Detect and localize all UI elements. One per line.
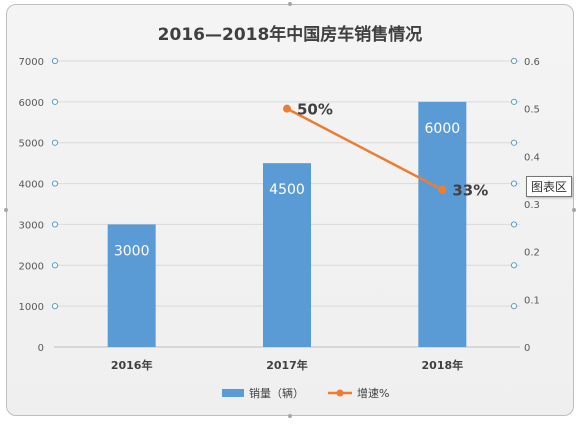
line-point xyxy=(283,104,291,113)
y2-tick-label: 0.5 xyxy=(524,105,540,116)
bar xyxy=(263,163,311,347)
y2-tick-label: 0.3 xyxy=(524,200,540,211)
chart-title: 2016—2018年中国房车销售情况 xyxy=(158,24,423,45)
x-tick-label: 2017年 xyxy=(266,358,308,372)
y-tick-label: 3000 xyxy=(19,220,44,231)
y-tick-label: 0 xyxy=(38,343,44,354)
bar-data-label: 3000 xyxy=(114,243,150,259)
axis-handle xyxy=(51,57,59,65)
y-tick-label: 7000 xyxy=(19,57,44,68)
x-axis: 2016年 2017年 2018年 xyxy=(111,358,463,372)
axis-handle xyxy=(51,98,59,105)
selection-handles xyxy=(4,2,576,418)
y-axis-left: 0 1000 2000 3000 4000 5000 6000 7000 xyxy=(19,57,59,354)
y2-tick-label: 0.6 xyxy=(524,57,540,68)
y2-tick-label: 0 xyxy=(524,343,530,354)
axis-handle xyxy=(510,221,518,228)
y2-tick-label: 0.1 xyxy=(524,295,540,306)
legend-label: 销量（辆） xyxy=(249,386,304,400)
bar-data-label: 4500 xyxy=(269,182,305,198)
y2-tick-label: 0.4 xyxy=(524,152,540,163)
y-tick-label: 1000 xyxy=(19,302,44,313)
bar-series: 3000 4500 6000 xyxy=(107,101,467,347)
axis-handle xyxy=(51,180,59,187)
legend: 销量（辆） 增速% xyxy=(222,386,389,400)
line-data-label: 33% xyxy=(452,182,488,200)
axis-handle xyxy=(510,303,518,310)
bar-data-label: 6000 xyxy=(425,121,461,137)
y-tick-label: 6000 xyxy=(19,98,44,109)
legend-label: 增速% xyxy=(357,386,389,400)
axis-handle xyxy=(51,303,59,310)
series-line xyxy=(286,107,443,191)
resize-handle xyxy=(288,414,292,418)
axis-handle xyxy=(510,139,518,146)
y-tick-label: 4000 xyxy=(19,180,44,191)
y-tick-label: 5000 xyxy=(19,139,44,150)
line-point xyxy=(438,185,447,194)
y-tick-label: 2000 xyxy=(19,261,44,272)
bar xyxy=(418,101,467,347)
bar xyxy=(107,224,156,347)
axis-handle xyxy=(510,262,518,269)
axis-handle xyxy=(51,221,59,228)
x-tick-label: 2016年 xyxy=(111,358,153,372)
line-series: 50% 33% xyxy=(283,101,488,200)
axis-handle xyxy=(510,57,518,65)
legend-marker xyxy=(336,389,344,397)
line-data-label: 50% xyxy=(297,101,333,119)
legend-swatch-bar xyxy=(222,389,244,397)
x-tick-label: 2018年 xyxy=(422,358,464,372)
axis-handle xyxy=(51,139,59,146)
resize-handle xyxy=(572,208,576,212)
resize-handle xyxy=(4,208,8,212)
axis-handle xyxy=(510,98,518,105)
y-axis-right: 0 0.1 0.2 0.3 0.4 0.5 0.6 xyxy=(510,57,540,354)
chart-area-tooltip: 图表区 xyxy=(526,176,573,197)
axis-handle xyxy=(510,180,518,187)
y2-tick-label: 0.2 xyxy=(524,248,540,259)
resize-handle xyxy=(288,2,292,6)
axis-handle xyxy=(51,262,59,269)
